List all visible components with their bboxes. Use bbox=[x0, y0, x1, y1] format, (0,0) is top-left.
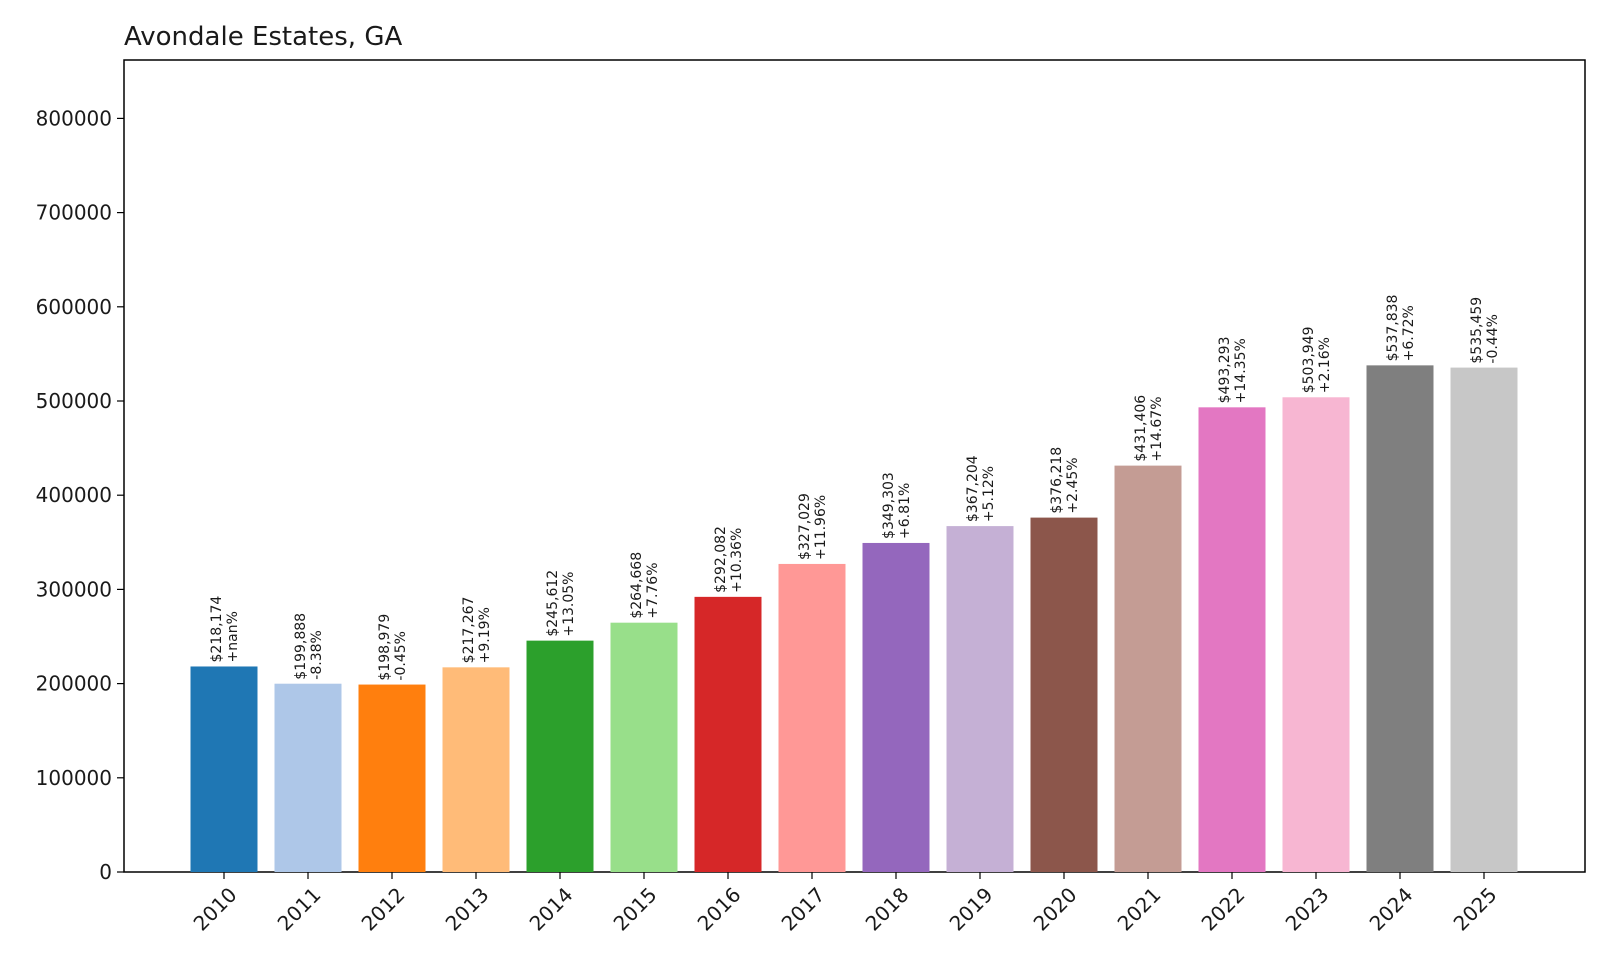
bar-change-label: +9.19% bbox=[477, 607, 493, 663]
bar-2020 bbox=[1030, 517, 1098, 872]
bar-2013 bbox=[442, 667, 510, 872]
bar-label-2016: $292,082 +10.36% bbox=[713, 526, 745, 593]
bar-2017 bbox=[778, 563, 846, 872]
y-tick-label: 0 bbox=[99, 860, 112, 884]
bar-value-label: $217,267 bbox=[461, 597, 477, 664]
y-tick-label: 800000 bbox=[36, 106, 112, 130]
y-tick-label: 600000 bbox=[36, 295, 112, 319]
bar-change-label: +14.67% bbox=[1149, 396, 1165, 461]
y-tick-label: 700000 bbox=[36, 201, 112, 225]
x-tick-label: 2021 bbox=[1113, 883, 1166, 936]
bar-value-label: $199,888 bbox=[293, 613, 309, 680]
x-tick-label: 2014 bbox=[525, 883, 578, 936]
x-tick-label: 2019 bbox=[945, 883, 998, 936]
bar-label-2021: $431,406 +14.67% bbox=[1133, 395, 1165, 462]
bar-label-2019: $367,204 +5.12% bbox=[965, 455, 997, 522]
bar-2018 bbox=[862, 542, 930, 872]
bar-2024 bbox=[1366, 365, 1434, 872]
x-tick-label: 2016 bbox=[693, 883, 746, 936]
bars-group bbox=[190, 365, 1518, 872]
bar-change-label: +5.12% bbox=[981, 466, 997, 522]
bar-2016 bbox=[694, 596, 762, 872]
bar-change-label: +nan% bbox=[225, 611, 241, 662]
x-tick-label: 2017 bbox=[777, 883, 830, 936]
bar-label-2024: $537,838 +6.72% bbox=[1385, 295, 1417, 362]
bar-value-label: $376,218 bbox=[1049, 447, 1065, 514]
bar-value-label: $503,949 bbox=[1301, 326, 1317, 393]
y-tick-label: 100000 bbox=[36, 766, 112, 790]
bar-label-2013: $217,267 +9.19% bbox=[461, 597, 493, 664]
y-tick-label: 400000 bbox=[36, 483, 112, 507]
bar-change-label: -0.44% bbox=[1485, 314, 1501, 364]
bar-value-label: $245,612 bbox=[545, 570, 561, 637]
bar-value-label: $218,174 bbox=[209, 596, 225, 663]
bar-2023 bbox=[1282, 397, 1350, 872]
bar-label-2012: $198,979 -0.45% bbox=[377, 614, 409, 681]
bar-change-label: +13.05% bbox=[561, 572, 577, 637]
bar-label-2010: $218,174 +nan% bbox=[209, 596, 241, 663]
x-tick-label: 2022 bbox=[1197, 883, 1250, 936]
x-axis: 2010 2011 2012 2013 2014 2015 2016 2017 2018 2019… bbox=[189, 872, 1502, 936]
bar-2021 bbox=[1114, 465, 1182, 872]
bar-value-label: $367,204 bbox=[965, 455, 981, 522]
bar-labels-group: $218,174 +nan% $199,888 -8.38% $198,979 -0.45… bbox=[209, 295, 1501, 681]
bar-label-2017: $327,029 +11.96% bbox=[797, 493, 829, 560]
bar-2022 bbox=[1198, 407, 1266, 872]
bar-change-label: +7.76% bbox=[645, 562, 661, 618]
plot-area-frame bbox=[123, 59, 1586, 873]
x-tick-label: 2013 bbox=[441, 883, 494, 936]
bar-label-2018: $349,303 +6.81% bbox=[881, 472, 913, 539]
bar-value-label: $264,668 bbox=[629, 552, 645, 619]
bar-value-label: $292,082 bbox=[713, 526, 729, 593]
y-axis: 0 100000 200000 300000 400000 500000 600000 700… bbox=[36, 106, 124, 884]
bar-label-2025: $535,459 -0.44% bbox=[1469, 297, 1501, 364]
bar-2025 bbox=[1450, 367, 1518, 872]
bar-value-label: $198,979 bbox=[377, 614, 393, 681]
bar-value-label: $327,029 bbox=[797, 493, 813, 560]
x-tick-label: 2023 bbox=[1281, 883, 1334, 936]
bar-label-2020: $376,218 +2.45% bbox=[1049, 447, 1081, 514]
bar-value-label: $537,838 bbox=[1385, 295, 1401, 362]
bar-2015 bbox=[610, 622, 678, 872]
x-tick-label: 2010 bbox=[189, 883, 242, 936]
chart-title: Avondale Estates, GA bbox=[124, 22, 402, 52]
bar-value-label: $535,459 bbox=[1469, 297, 1485, 364]
bar-change-label: +2.45% bbox=[1065, 457, 1081, 513]
bar-value-label: $493,293 bbox=[1217, 337, 1233, 404]
bar-label-2011: $199,888 -8.38% bbox=[293, 613, 325, 680]
bar-2011 bbox=[274, 683, 342, 872]
x-tick-label: 2024 bbox=[1365, 883, 1418, 936]
bar-2010 bbox=[190, 666, 258, 872]
bar-change-label: +6.72% bbox=[1401, 305, 1417, 361]
y-tick-label: 200000 bbox=[36, 672, 112, 696]
bar-2014 bbox=[526, 640, 594, 872]
bar-label-2022: $493,293 +14.35% bbox=[1217, 337, 1249, 404]
x-tick-label: 2018 bbox=[861, 883, 914, 936]
x-tick-label: 2020 bbox=[1029, 883, 1082, 936]
bar-label-2015: $264,668 +7.76% bbox=[629, 552, 661, 619]
bar-change-label: +10.36% bbox=[729, 528, 745, 593]
bar-change-label: +2.16% bbox=[1317, 337, 1333, 393]
bar-change-label: +11.96% bbox=[813, 495, 829, 560]
y-tick-label: 300000 bbox=[36, 577, 112, 601]
bar-value-label: $431,406 bbox=[1133, 395, 1149, 462]
bar-2012 bbox=[358, 684, 426, 872]
x-tick-label: 2025 bbox=[1449, 883, 1502, 936]
y-tick-label: 500000 bbox=[36, 389, 112, 413]
bar-change-label: +14.35% bbox=[1233, 338, 1249, 403]
x-tick-label: 2015 bbox=[609, 883, 662, 936]
x-tick-label: 2012 bbox=[357, 883, 410, 936]
x-tick-label: 2011 bbox=[273, 883, 326, 936]
bar-change-label: -0.45% bbox=[393, 631, 409, 681]
bar-label-2014: $245,612 +13.05% bbox=[545, 570, 577, 637]
bar-label-2023: $503,949 +2.16% bbox=[1301, 326, 1333, 393]
bar-2019 bbox=[946, 526, 1014, 872]
bar-value-label: $349,303 bbox=[881, 472, 897, 539]
bar-change-label: -8.38% bbox=[309, 630, 325, 680]
bar-change-label: +6.81% bbox=[897, 483, 913, 539]
